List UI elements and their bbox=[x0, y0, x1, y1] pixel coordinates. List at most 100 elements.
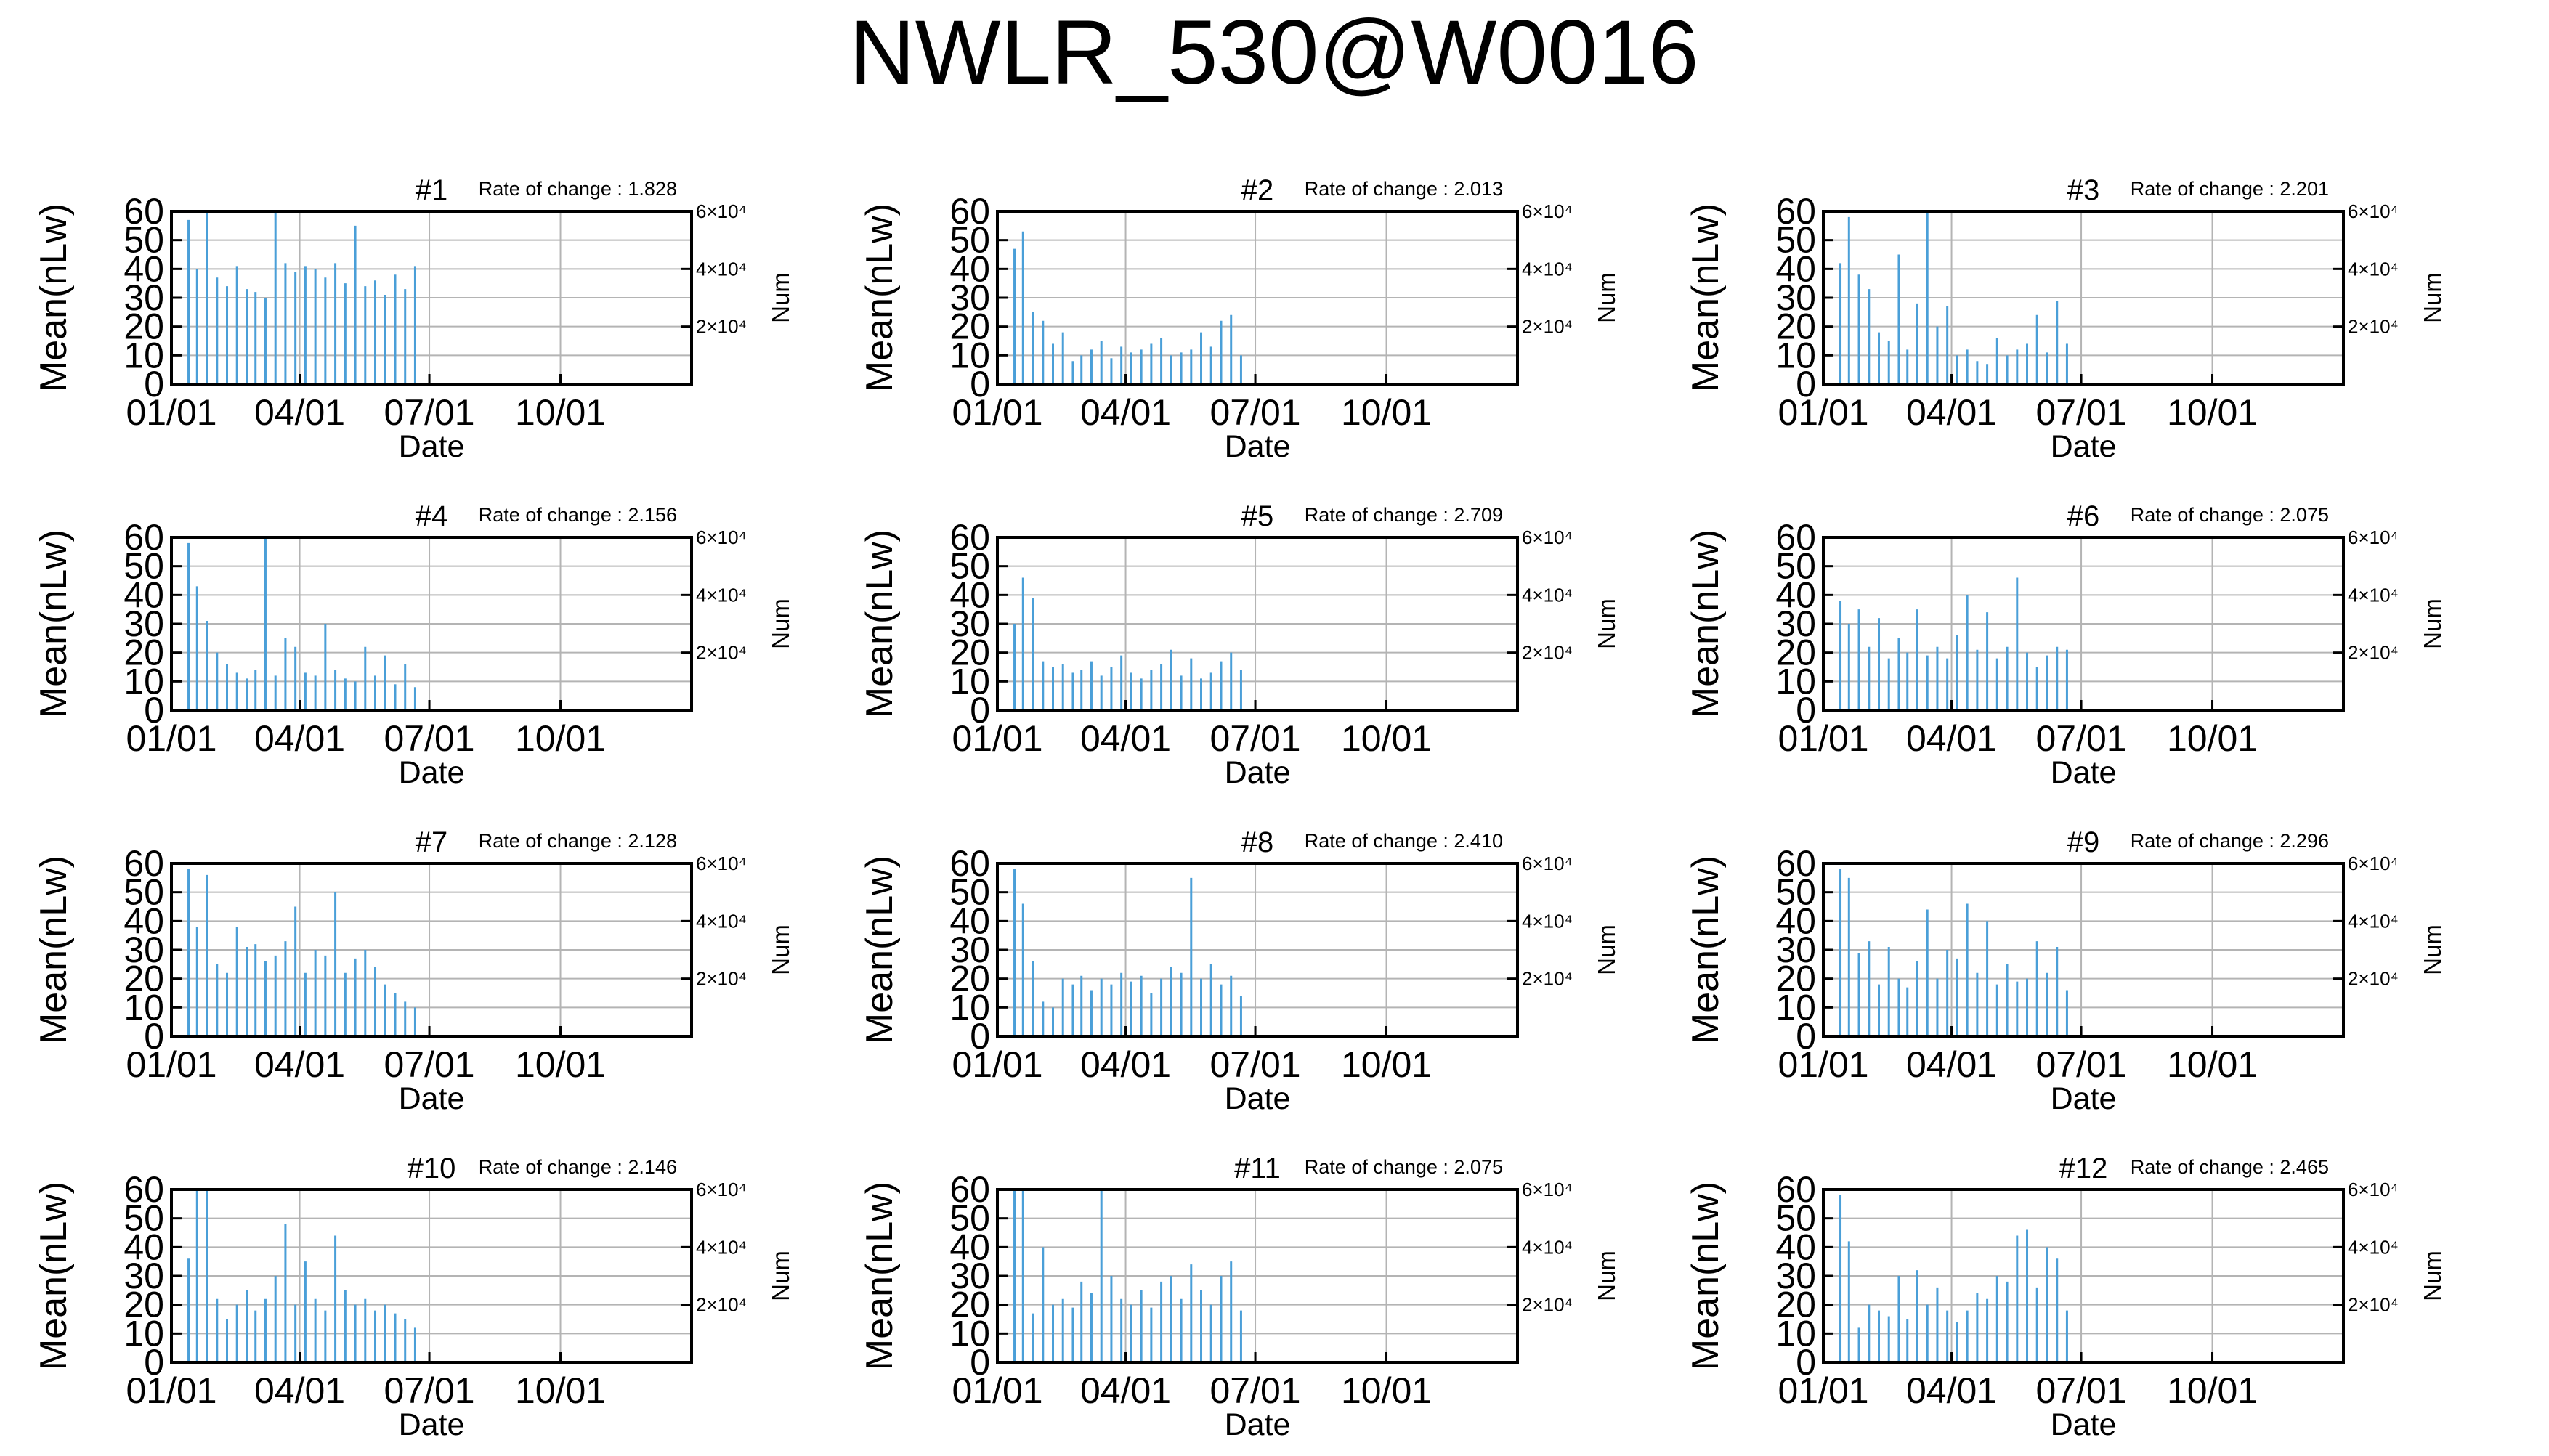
y-tick-label: 60 bbox=[1775, 843, 1816, 884]
rate-of-change-label: Rate of change : 2.128 bbox=[479, 830, 677, 852]
x-tick-label: 01/01 bbox=[126, 1370, 216, 1411]
x-tick-label: 10/01 bbox=[1341, 1370, 1432, 1411]
x-tick-label: 04/01 bbox=[254, 718, 345, 759]
x-tick-label: 01/01 bbox=[952, 1044, 1042, 1085]
y-axis-label: Mean(nLw) bbox=[1685, 529, 1727, 718]
x-tick-label: 07/01 bbox=[384, 1044, 474, 1085]
y2-axis-label: Num bbox=[767, 924, 794, 975]
y-tick-label: 60 bbox=[123, 1169, 164, 1210]
y2-axis-label: Num bbox=[767, 598, 794, 649]
y-tick-label: 60 bbox=[949, 843, 990, 884]
x-tick-label: 04/01 bbox=[1906, 718, 1997, 759]
x-tick-label: 10/01 bbox=[515, 392, 606, 433]
rate-of-change-label: Rate of change : 2.201 bbox=[2131, 178, 2329, 200]
x-axis-label: Date bbox=[1225, 429, 1291, 464]
y2-tick-label: 4×10⁴ bbox=[696, 1236, 747, 1258]
x-tick-label: 04/01 bbox=[1080, 718, 1171, 759]
x-tick-label: 01/01 bbox=[1778, 1370, 1868, 1411]
x-tick-label: 07/01 bbox=[1209, 392, 1300, 433]
y2-tick-label: 2×10⁴ bbox=[2348, 316, 2399, 338]
y2-tick-label: 6×10⁴ bbox=[696, 526, 747, 548]
y2-axis-label: Num bbox=[767, 1250, 794, 1301]
y2-tick-label: 2×10⁴ bbox=[1522, 642, 1573, 664]
y2-axis-label: Num bbox=[2419, 1250, 2446, 1301]
y-tick-label: 60 bbox=[123, 191, 164, 232]
panel-title: #5 bbox=[1241, 500, 1274, 532]
y-axis-label: Mean(nLw) bbox=[33, 855, 75, 1044]
y2-tick-label: 4×10⁴ bbox=[2348, 1236, 2399, 1258]
x-tick-label: 07/01 bbox=[384, 392, 474, 433]
x-tick-label: 04/01 bbox=[1080, 1044, 1171, 1085]
x-tick-label: 07/01 bbox=[384, 1370, 474, 1411]
rate-of-change-label: Rate of change : 2.465 bbox=[2131, 1156, 2329, 1178]
x-tick-label: 01/01 bbox=[952, 392, 1042, 433]
x-tick-label: 10/01 bbox=[2167, 1044, 2258, 1085]
panel-title: #4 bbox=[416, 500, 448, 532]
y-tick-label: 60 bbox=[123, 517, 164, 558]
panel-8: 010203040506001/01 04/01 07/01 10/012×10⁴4×… bbox=[859, 826, 1620, 1116]
rate-of-change-label: Rate of change : 2.075 bbox=[1305, 1156, 1503, 1178]
x-tick-label: 10/01 bbox=[1341, 1044, 1432, 1085]
y-axis-label: Mean(nLw) bbox=[1685, 855, 1727, 1044]
panel-title: #1 bbox=[416, 174, 448, 206]
panel-title: #7 bbox=[416, 826, 448, 858]
x-axis-label: Date bbox=[1225, 755, 1291, 790]
x-tick-label: 01/01 bbox=[1778, 718, 1868, 759]
panel-12: 010203040506001/01 04/01 07/01 10/012×10⁴4×… bbox=[1685, 1152, 2446, 1442]
x-tick-label: 04/01 bbox=[1906, 1370, 1997, 1411]
y2-tick-label: 2×10⁴ bbox=[696, 1294, 747, 1316]
y2-tick-label: 4×10⁴ bbox=[1522, 1236, 1573, 1258]
panels-group: 010203040506001/01 04/01 07/01 10/012×10⁴4×… bbox=[33, 174, 2446, 1442]
rate-of-change-label: Rate of change : 2.709 bbox=[1305, 504, 1503, 526]
panel-title: #3 bbox=[2067, 174, 2100, 206]
y-axis-label: Mean(nLw) bbox=[859, 203, 901, 392]
x-axis-label: Date bbox=[1225, 1407, 1291, 1442]
x-tick-label: 04/01 bbox=[254, 1370, 345, 1411]
y2-axis-label: Num bbox=[2419, 272, 2446, 323]
y-tick-label: 60 bbox=[1775, 517, 1816, 558]
x-tick-label: 04/01 bbox=[1906, 392, 1997, 433]
y2-tick-label: 2×10⁴ bbox=[2348, 642, 2399, 664]
x-tick-label: 07/01 bbox=[1209, 718, 1300, 759]
y-axis-label: Mean(nLw) bbox=[859, 1182, 901, 1370]
y2-tick-label: 4×10⁴ bbox=[696, 584, 747, 606]
panel-title: #9 bbox=[2067, 826, 2100, 858]
x-axis-label: Date bbox=[2051, 755, 2117, 790]
y2-axis-label: Num bbox=[2419, 924, 2446, 975]
x-tick-label: 01/01 bbox=[952, 1370, 1042, 1411]
panel-7: 010203040506001/01 04/01 07/01 10/012×10⁴4×… bbox=[33, 826, 794, 1116]
panel-1: 010203040506001/01 04/01 07/01 10/012×10⁴4×… bbox=[33, 174, 794, 464]
y2-tick-label: 6×10⁴ bbox=[1522, 200, 1573, 222]
y2-tick-label: 2×10⁴ bbox=[696, 968, 747, 990]
y2-tick-label: 6×10⁴ bbox=[2348, 1179, 2399, 1200]
x-tick-label: 10/01 bbox=[515, 718, 606, 759]
x-tick-label: 04/01 bbox=[254, 1044, 345, 1085]
panel-title: #2 bbox=[1241, 174, 1274, 206]
x-tick-label: 10/01 bbox=[515, 1370, 606, 1411]
y-tick-label: 60 bbox=[123, 843, 164, 884]
rate-of-change-label: Rate of change : 2.296 bbox=[2131, 830, 2329, 852]
x-tick-label: 01/01 bbox=[126, 1044, 216, 1085]
panel-5: 010203040506001/01 04/01 07/01 10/012×10⁴4×… bbox=[859, 500, 1620, 790]
panel-title: #12 bbox=[2059, 1152, 2108, 1184]
y2-tick-label: 2×10⁴ bbox=[696, 642, 747, 664]
rate-of-change-label: Rate of change : 2.146 bbox=[479, 1156, 677, 1178]
y2-tick-label: 4×10⁴ bbox=[1522, 584, 1573, 606]
y2-tick-label: 4×10⁴ bbox=[696, 910, 747, 932]
x-axis-label: Date bbox=[1225, 1081, 1291, 1116]
x-tick-label: 10/01 bbox=[2167, 1370, 2258, 1411]
x-tick-label: 04/01 bbox=[1906, 1044, 1997, 1085]
x-tick-label: 07/01 bbox=[1209, 1370, 1300, 1411]
rate-of-change-label: Rate of change : 2.013 bbox=[1305, 178, 1503, 200]
x-axis-label: Date bbox=[2051, 1407, 2117, 1442]
x-tick-label: 01/01 bbox=[1778, 392, 1868, 433]
y2-axis-label: Num bbox=[1593, 272, 1620, 323]
x-tick-label: 07/01 bbox=[1209, 1044, 1300, 1085]
y2-tick-label: 6×10⁴ bbox=[696, 200, 747, 222]
y-tick-label: 60 bbox=[1775, 1169, 1816, 1210]
x-tick-label: 10/01 bbox=[1341, 392, 1432, 433]
panel-3: 010203040506001/01 04/01 07/01 10/012×10⁴4×… bbox=[1685, 174, 2446, 464]
x-tick-label: 01/01 bbox=[1778, 1044, 1868, 1085]
x-tick-label: 07/01 bbox=[2035, 1370, 2126, 1411]
